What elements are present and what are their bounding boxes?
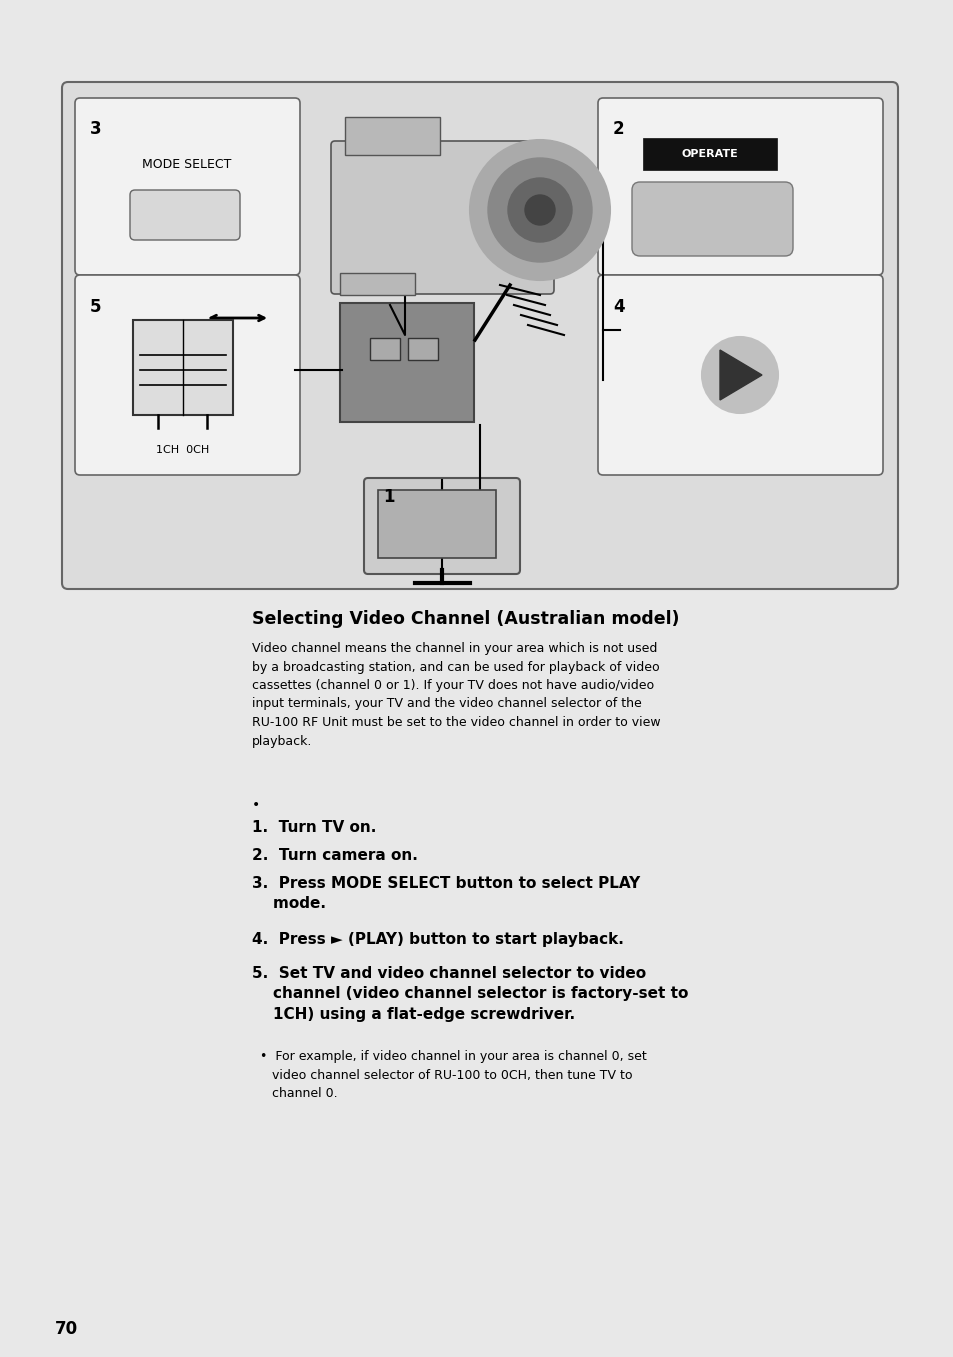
Text: 2: 2 [613,119,624,138]
Text: Video channel means the channel in your area which is not used
by a broadcasting: Video channel means the channel in your … [252,642,659,748]
Circle shape [701,337,778,413]
Text: •: • [252,798,260,811]
Circle shape [524,195,555,225]
Circle shape [434,379,457,402]
Bar [132,320,233,415]
FancyBboxPatch shape [598,98,882,275]
Text: •  For example, if video channel in your area is channel 0, set
   video channel: • For example, if video channel in your … [260,1050,646,1101]
Text: 5: 5 [90,299,101,316]
Bar [408,338,437,360]
FancyBboxPatch shape [62,81,897,589]
Bar [339,273,415,294]
FancyBboxPatch shape [130,190,240,240]
Text: 1: 1 [383,489,395,506]
Circle shape [488,157,592,262]
FancyBboxPatch shape [642,138,776,170]
Text: 5.  Set TV and video channel selector to video
    channel (video channel select: 5. Set TV and video channel selector to … [252,966,688,1022]
FancyBboxPatch shape [339,303,474,422]
Text: 3.  Press MODE SELECT button to select PLAY
    mode.: 3. Press MODE SELECT button to select PL… [252,877,639,912]
Text: 1.  Turn TV on.: 1. Turn TV on. [252,820,376,835]
Text: MODE SELECT: MODE SELECT [142,159,232,171]
Text: 70: 70 [55,1320,78,1338]
Text: 2.  Turn camera on.: 2. Turn camera on. [252,848,417,863]
FancyBboxPatch shape [331,141,554,294]
Circle shape [377,379,401,402]
Text: OPERATE: OPERATE [680,149,738,159]
Text: Selecting Video Channel (Australian model): Selecting Video Channel (Australian mode… [252,611,679,628]
Circle shape [507,178,572,242]
FancyBboxPatch shape [598,275,882,475]
FancyBboxPatch shape [364,478,519,574]
Text: 4: 4 [613,299,624,316]
Circle shape [350,379,374,402]
Bar [345,117,439,155]
Text: 4.  Press ► (PLAY) button to start playback.: 4. Press ► (PLAY) button to start playba… [252,932,623,947]
FancyBboxPatch shape [75,275,299,475]
FancyBboxPatch shape [75,98,299,275]
Polygon shape [720,350,761,400]
Circle shape [470,140,609,280]
Bar [370,338,399,360]
Text: 1CH  0CH: 1CH 0CH [156,445,210,455]
FancyBboxPatch shape [631,182,792,256]
Circle shape [406,379,430,402]
Text: 3: 3 [90,119,102,138]
Bar [377,490,496,558]
